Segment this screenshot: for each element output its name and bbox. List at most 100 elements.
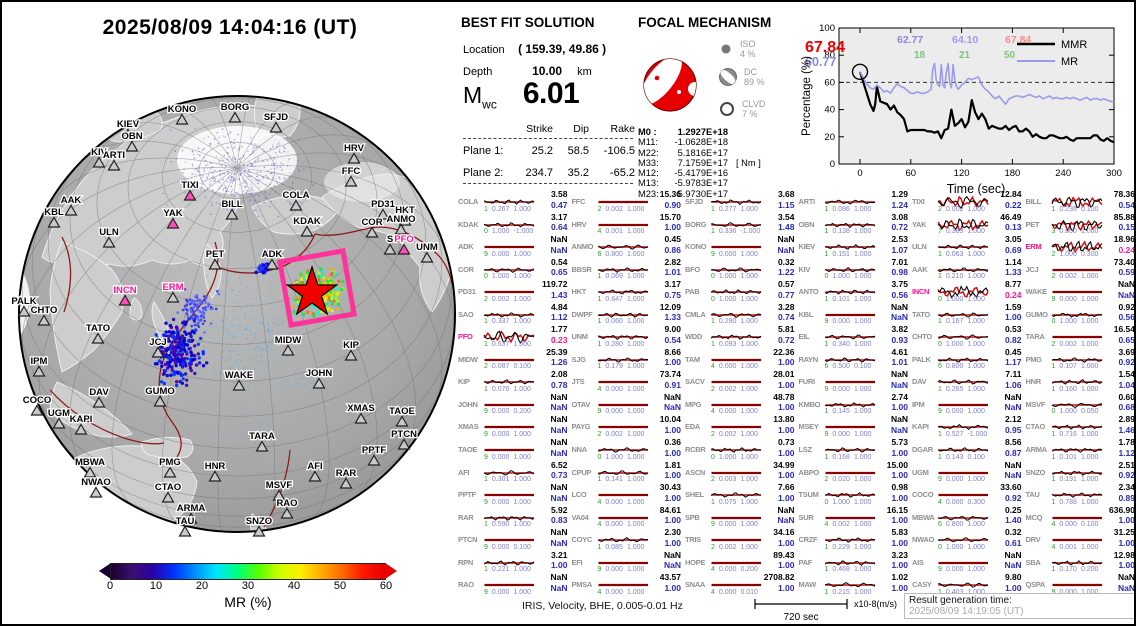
- waveform-trace: [597, 244, 648, 250]
- station-ratio-value: 0.75: [664, 289, 681, 300]
- station-params: 1 0.168 1.000: [824, 453, 872, 461]
- svg-text:JOHN: JOHN: [306, 368, 333, 379]
- station-code: VA04: [571, 512, 589, 522]
- station-ratio-value: 0.77: [777, 289, 795, 300]
- svg-text:0: 0: [857, 168, 862, 179]
- station-cell: EIL 1 0.340 1.000 3.82 0.93: [798, 324, 912, 351]
- waveform-trace: [937, 312, 989, 318]
- clvd-ball-icon: [720, 102, 734, 116]
- station-params: 0 1.000 1.000: [938, 543, 985, 551]
- station-cell: PMG 1 0.107 1.000 3.69 0.92: [1025, 347, 1135, 374]
- station-ratio-value: 0.24: [1118, 244, 1135, 255]
- station-code: PALK: [912, 354, 931, 364]
- svg-text:JCJ: JCJ: [149, 337, 166, 348]
- station-code: CHTO: [912, 332, 932, 342]
- station-amplitude-value: 4.61: [891, 346, 908, 357]
- station-amplitude-value: 0.98: [891, 482, 908, 493]
- colorbar-label: MR (%): [224, 594, 272, 610]
- station-cell: RAR 1 0.590 1.000 5.92 0.83: [457, 505, 571, 532]
- station-ratio-value: 1.40: [1004, 515, 1022, 526]
- waveform-trace: [1051, 240, 1103, 254]
- station-cell: FFC 2 0.002 1.000 15.36 0.90: [571, 189, 685, 216]
- waveform-trace: [710, 221, 761, 227]
- station-ratio-value: 1.00: [1118, 560, 1135, 571]
- station-amplitude-value: 13.80: [773, 414, 795, 425]
- colorbar-right-arrow: [385, 563, 397, 579]
- station-ratio-value: NaN: [1117, 289, 1135, 300]
- station-cell: JCJ 2 0.002 1.000 73.40 0.59: [1025, 257, 1135, 284]
- station-amplitude-value: 3.54: [777, 211, 795, 222]
- plane1-row: Plane 1: 25.2 58.5 -106.5: [463, 145, 635, 157]
- svg-text:20: 20: [824, 132, 835, 143]
- station-ratio-value: 0.73: [550, 470, 568, 481]
- svg-text:120: 120: [954, 168, 970, 179]
- waveform-trace: [597, 266, 648, 273]
- station-params: 1 0.468 1.000: [824, 566, 872, 574]
- station-ratio-value: 0.13: [1004, 222, 1022, 233]
- station-params: 4 0.000 0.200: [711, 566, 758, 574]
- waveform-trace: [937, 285, 989, 299]
- svg-text:AAK: AAK: [61, 195, 82, 206]
- station-amplitude-value: 1.78: [1118, 437, 1135, 448]
- station-code: BORG: [685, 219, 707, 229]
- station-params: 2 0.087 0.100: [484, 363, 531, 371]
- plane-table-header: Strike Dip Rake: [526, 123, 635, 135]
- station-amplitude-value: 78.36: [1113, 189, 1135, 199]
- station-amplitude-value: 0.73: [777, 437, 795, 448]
- station-code: KAPI: [912, 422, 929, 432]
- station-amplitude-value: NaN: [550, 482, 568, 493]
- scale-bar-label: 720 sec: [783, 612, 818, 623]
- station-amplitude-value: 3.08: [891, 211, 908, 222]
- station-ratio-value: 1.00: [777, 424, 795, 435]
- station-code: UNM: [571, 332, 588, 342]
- station-ratio-value: 1.00: [664, 492, 681, 503]
- station-ratio-value: 0.82: [1004, 334, 1022, 345]
- waveform-trace: [1051, 424, 1102, 431]
- station-params: 1 0.647 1.000: [597, 295, 645, 303]
- station-amplitude-value: 33.60: [1000, 482, 1022, 493]
- svg-text:TATO: TATO: [86, 323, 110, 334]
- station-cell: PTCN 9 0.000 0.100 NaN NaN: [457, 527, 571, 554]
- station-ratio-value: 1.00: [664, 537, 681, 548]
- station-amplitude-value: 119.72: [541, 279, 568, 290]
- station-params: 10.4031.000: [938, 589, 1016, 596]
- station-ratio-value: 0.22: [1004, 199, 1022, 210]
- station-ratio-value: 0.83: [550, 515, 568, 526]
- station-ratio-value: 1.00: [1118, 537, 1135, 548]
- svg-text:300: 300: [1106, 168, 1122, 179]
- station-ratio-value: 1.12: [550, 312, 568, 323]
- station-code: RCBR: [685, 445, 706, 455]
- station-ratio-value: 1.00: [777, 447, 795, 458]
- station-code: BFO: [685, 264, 700, 274]
- moment-tensor-row: M22: 5.1816E+17: [638, 147, 728, 158]
- station-cell: HOPE 4 0.000 0.200 89.43 1.00: [684, 550, 798, 577]
- waveform-trace: [598, 584, 648, 587]
- station-amplitude-value: 31.25: [1113, 527, 1135, 538]
- station-amplitude-value: NaN: [663, 391, 681, 402]
- station-cell: UGM 9 0.000 1.000 NaN NaN: [911, 460, 1025, 487]
- station-params: 2 0.002 1.000: [1051, 340, 1099, 348]
- station-code: RAO: [458, 580, 474, 590]
- svg-text:ANMO: ANMO: [386, 214, 415, 225]
- station-ratio-value: 1.00: [664, 515, 681, 526]
- station-amplitude-value: NaN: [890, 301, 908, 312]
- station-params: 4 0.000 1.000: [597, 385, 645, 393]
- station-code: MSVF: [1025, 399, 1046, 409]
- station-ratio-value: 1.00: [777, 582, 795, 593]
- waveform-trace: [938, 334, 989, 341]
- station-params: 1 0.337 1.000: [484, 318, 531, 326]
- station-ratio-value: 1.48: [777, 222, 795, 233]
- station-code: OTAV: [571, 399, 591, 409]
- waveform-trace: [824, 447, 875, 453]
- station-amplitude-value: 89.43: [773, 549, 795, 560]
- station-amplitude-value: 6.52: [550, 459, 568, 470]
- station-amplitude-value: 7.01: [891, 256, 908, 267]
- station-params: 1 0.076 1.000: [484, 385, 531, 393]
- waveform-trace: [937, 424, 989, 431]
- station-params: 4 0.000 1.000: [597, 498, 645, 506]
- station-params: 0 1.000 1.000: [938, 295, 985, 303]
- svg-text:COLA: COLA: [283, 190, 310, 201]
